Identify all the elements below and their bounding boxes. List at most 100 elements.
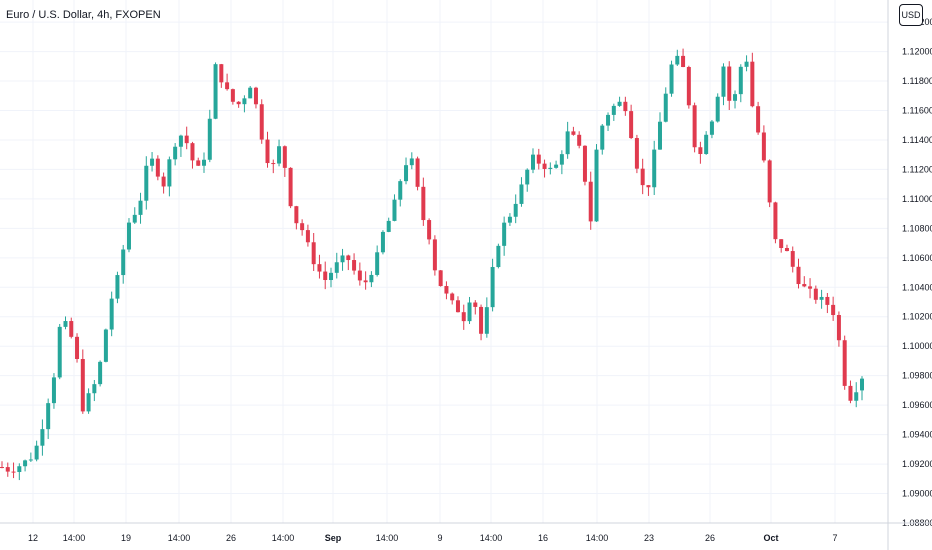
candle-body	[790, 251, 795, 267]
candle-body	[236, 101, 241, 105]
candle-body	[432, 239, 437, 271]
candle-body	[305, 230, 310, 243]
candle-body	[513, 203, 518, 217]
y-tick-label: 1.10200	[902, 312, 932, 322]
candle-body	[473, 302, 478, 307]
candle-body	[288, 167, 293, 207]
candle-body	[813, 288, 818, 300]
candle-body	[23, 460, 28, 467]
y-tick-label: 1.10000	[902, 341, 932, 351]
candle-body	[629, 111, 634, 139]
candle-body	[479, 306, 484, 334]
candle-body	[727, 66, 732, 101]
candle-body	[103, 329, 108, 362]
candle-body	[657, 121, 662, 150]
candle-body	[219, 64, 224, 83]
candle-body	[126, 222, 131, 250]
candle-body	[57, 326, 62, 378]
x-tick-label: Sep	[325, 533, 342, 543]
candle-body	[207, 118, 212, 160]
x-tick-label: 26	[705, 533, 715, 543]
candle-body	[398, 181, 403, 200]
y-tick-label: 1.09400	[902, 430, 932, 440]
candle-body	[115, 275, 120, 299]
candle-body	[548, 167, 553, 169]
candle-body	[808, 286, 813, 289]
x-tick-label: 14:00	[586, 533, 609, 543]
candle-body	[230, 89, 235, 102]
candle-body	[161, 176, 166, 187]
candle-body	[323, 271, 328, 281]
candle-body	[40, 429, 45, 446]
candle-body	[121, 249, 126, 276]
candle-body	[369, 274, 374, 283]
candle-body	[109, 298, 114, 330]
candle-body	[46, 403, 51, 430]
candle-body	[600, 125, 605, 150]
x-tick-label: 19	[121, 533, 131, 543]
candle-body	[709, 121, 714, 135]
candle-body	[617, 101, 622, 106]
candle-body	[363, 280, 368, 283]
x-tick-label: 14:00	[272, 533, 295, 543]
candle-body	[507, 216, 512, 223]
x-tick-label: 14:00	[376, 533, 399, 543]
candle-body	[346, 255, 351, 261]
candle-body	[202, 159, 207, 166]
candle-body	[282, 146, 287, 168]
y-tick-label: 1.09800	[902, 371, 932, 381]
candle-body	[554, 164, 559, 168]
candle-body	[92, 384, 97, 394]
candle-body	[69, 321, 74, 337]
candle-body	[11, 471, 16, 473]
candle-body	[63, 321, 68, 327]
candle-body	[352, 260, 357, 271]
y-tick-label: 1.09000	[902, 489, 932, 499]
candle-body	[686, 67, 691, 106]
y-tick-label: 1.11600	[902, 105, 932, 115]
candle-body	[577, 134, 582, 146]
candle-body	[750, 61, 755, 107]
candle-body	[848, 385, 853, 401]
candle-body	[565, 131, 570, 155]
candle-body	[248, 87, 253, 99]
candle-body	[213, 64, 218, 119]
candles	[0, 48, 864, 481]
candle-body	[196, 160, 201, 166]
candle-body	[756, 106, 761, 133]
x-tick-label: 9	[437, 533, 442, 543]
candle-body	[559, 154, 564, 165]
candle-body	[733, 94, 738, 101]
candle-body	[582, 145, 587, 182]
x-tick-label: 7	[832, 533, 837, 543]
candle-body	[155, 158, 160, 177]
candle-body	[28, 459, 33, 461]
candle-body	[311, 242, 316, 265]
x-tick-label: 14:00	[480, 533, 503, 543]
candle-body	[80, 359, 85, 412]
candle-body	[536, 154, 541, 164]
grid-lines	[0, 0, 888, 524]
candle-body	[17, 466, 22, 473]
candle-body	[138, 200, 143, 215]
candle-body	[190, 143, 195, 161]
candle-body	[461, 312, 466, 322]
candle-body	[167, 159, 172, 187]
candle-body	[34, 445, 39, 460]
candle-body	[444, 286, 449, 294]
candle-body	[242, 98, 247, 105]
candle-body	[328, 272, 333, 281]
candle-body	[438, 270, 443, 287]
candle-body	[375, 252, 380, 275]
x-tick-label: Oct	[763, 533, 778, 543]
candle-body	[715, 96, 720, 122]
candle-body	[467, 302, 472, 322]
y-tick-label: 1.09600	[902, 400, 932, 410]
candle-body	[132, 214, 137, 223]
x-tick-label: 12	[28, 533, 38, 543]
currency-button[interactable]: USD	[899, 4, 923, 26]
candle-body	[663, 93, 668, 122]
candle-body	[173, 146, 178, 160]
